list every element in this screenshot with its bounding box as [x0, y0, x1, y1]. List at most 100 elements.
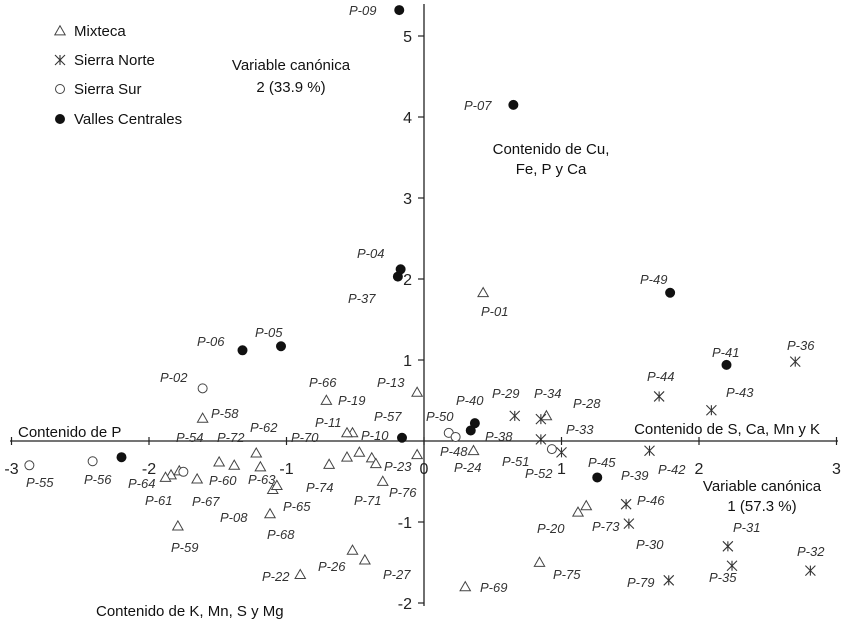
valles-centrales-point [394, 5, 405, 16]
mixteca-point [353, 446, 366, 457]
point-label: P-31 [733, 520, 760, 535]
point-label: P-05 [255, 325, 283, 340]
valles-centrales-point [665, 287, 676, 298]
sierra-sur-point [450, 431, 461, 442]
mixteca-point [320, 394, 333, 405]
axes: -3 -2 -1 0 1 2 3 -2 -1 1 2 3 4 5 [4, 4, 841, 613]
point-label: P-39 [621, 468, 648, 483]
point-label: P-66 [309, 375, 337, 390]
point-label: P-45 [588, 455, 616, 470]
mixteca-point [411, 386, 424, 397]
point-label: P-24 [454, 460, 481, 475]
sierra-sur-point [546, 444, 557, 455]
point-label: P-41 [712, 345, 739, 360]
mixteca-point [571, 506, 585, 517]
valles-centrales-point [276, 341, 286, 352]
x-tick-label: -1 [279, 461, 293, 478]
point-label: P-55 [26, 475, 54, 490]
legend-label: Valles Centrales [74, 111, 182, 128]
annotation-left: Contenido de P [18, 424, 121, 441]
sierra-norte-point [535, 413, 547, 425]
mixteca-point [459, 580, 472, 592]
mixteca-point [358, 553, 371, 565]
point-label: P-37 [348, 291, 376, 306]
point-label: P-43 [726, 385, 754, 400]
valles-centrales-point [721, 359, 732, 370]
legend-label: Sierra Norte [74, 52, 155, 69]
mixteca-point [250, 446, 263, 458]
sierra-sur-point [178, 466, 189, 477]
point-label: P-01 [481, 304, 508, 319]
point-label: P-70 [291, 430, 319, 445]
mixteca-point [346, 544, 359, 555]
point-label: P-75 [553, 567, 581, 582]
sierra-norte-point [556, 446, 567, 458]
mixteca-point [159, 471, 172, 482]
mixteca-point [171, 519, 184, 531]
point-label: P-49 [640, 272, 667, 287]
point-label: P-50 [426, 409, 454, 424]
point-label: P-52 [525, 466, 553, 481]
sierra-norte-point [509, 410, 521, 422]
point-label: P-56 [84, 472, 112, 487]
point-label: P-13 [377, 375, 405, 390]
mixteca-point [369, 457, 382, 469]
sierra-norte-point [705, 404, 717, 416]
legend-marker-sierra-norte [54, 54, 66, 66]
point-label: P-61 [145, 493, 172, 508]
sierra-norte-point [722, 540, 734, 552]
annotation-right: Contenido de S, Ca, Mn y K [634, 421, 820, 438]
legend-marker-mixteca [53, 24, 67, 36]
legend-marker-sierra-sur [55, 84, 65, 94]
point-label: P-64 [128, 476, 155, 491]
valles-centrales-point [465, 425, 476, 436]
y-tick-label: -2 [398, 596, 412, 613]
point-label: P-06 [197, 334, 225, 349]
point-label: P-51 [502, 454, 529, 469]
point-label: P-79 [627, 575, 654, 590]
x-tick-label: -2 [142, 461, 156, 478]
mixteca-point [467, 444, 480, 456]
valles-centrales-point [592, 472, 603, 483]
point-label: P-72 [217, 430, 245, 445]
mixteca-point [376, 475, 389, 486]
point-label: P-20 [537, 521, 565, 536]
point-label: P-42 [658, 462, 686, 477]
y-tick-label: -1 [398, 515, 412, 532]
point-label: P-71 [354, 493, 381, 508]
mixteca-point [365, 451, 378, 463]
point-label: P-44 [647, 369, 674, 384]
y-tick-label: 5 [403, 29, 412, 46]
mixteca-point [254, 460, 267, 472]
point-label: P-11 [315, 415, 342, 430]
mixteca-point [294, 568, 307, 580]
x-tick-label: -3 [4, 461, 18, 478]
x-axis-title-line1: Variable canónica [703, 478, 822, 495]
point-label: P-23 [384, 459, 412, 474]
point-label: P-57 [374, 409, 402, 424]
point-label: P-68 [267, 527, 295, 542]
point-label: P-34 [534, 386, 561, 401]
point-label: P-29 [492, 386, 519, 401]
valles-centrales-point [397, 432, 407, 443]
mixteca-point [340, 426, 354, 438]
mixteca-point [533, 556, 546, 567]
mixteca-point [340, 450, 354, 462]
point-label: P-30 [636, 537, 664, 552]
mixteca-point [263, 507, 277, 519]
point-label: P-28 [573, 396, 601, 411]
annotation-top-line2: Fe, P y Ca [516, 161, 587, 178]
y-axis-title-line1: Variable canónica [232, 57, 351, 74]
sierra-sur-point [197, 383, 208, 394]
point-label: P-19 [338, 393, 365, 408]
legend-label: Sierra Sur [74, 81, 142, 98]
point-label: P-62 [250, 420, 278, 435]
sierra-norte-point [535, 433, 547, 445]
point-label: P-07 [464, 98, 492, 113]
sierra-norte-point [653, 391, 665, 402]
mixteca-point [323, 458, 336, 469]
point-labels: P-09 P-07 P-04 P-37 P-01 P-49 P-06 P-05 P-41 P-36… [26, 3, 825, 595]
point-label: P-65 [283, 499, 311, 514]
point-label: P-26 [318, 559, 346, 574]
point-label: P-09 [349, 3, 376, 18]
